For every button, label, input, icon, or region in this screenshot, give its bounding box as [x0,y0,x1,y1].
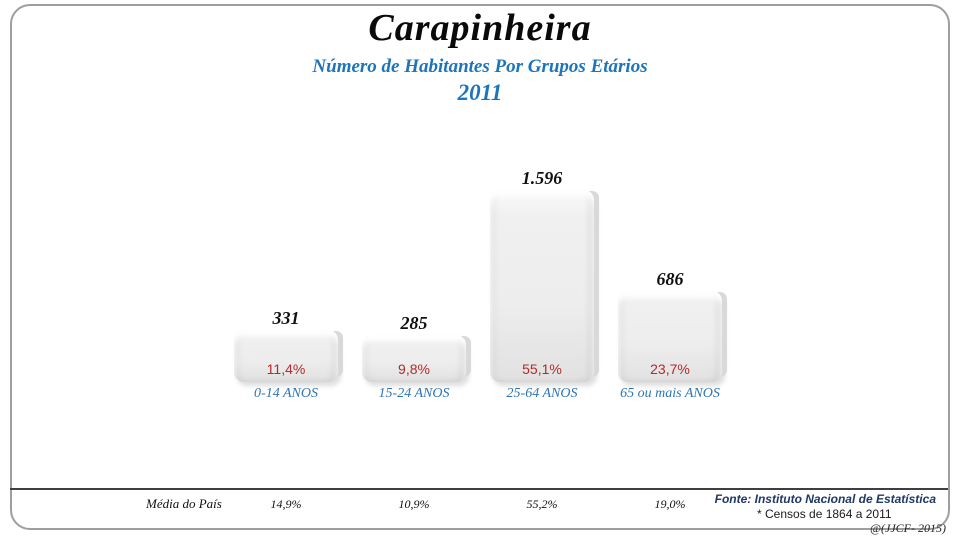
chart-subtitle: Número de Habitantes Por Grupos Etários [312,56,648,77]
bar-value-label: 331 [272,308,300,329]
bar-category-label: 15-24 ANOS [378,386,450,401]
chart-year: 2011 [457,80,503,105]
bar-65-plus: 23,7% [618,291,722,382]
bar-category-label: 65 ou mais ANOS [620,386,720,401]
country-average-value: 55,2% [526,497,558,511]
chart-title: Carapinheira [368,7,592,49]
country-average-value: 14,9% [270,497,302,511]
bar-category-label: 0-14 ANOS [254,386,318,401]
bar-category-label: 25-64 ANOS [506,386,578,401]
bar-25-64: 55,1% [490,190,594,382]
bar-0-14: 11,4% [234,330,338,382]
country-average-value: 10,9% [398,497,430,511]
bar-group-25-64: 1.596 55,1% 25-64 ANOS [490,168,594,401]
bar-value-label: 285 [400,313,428,334]
source-label: Fonte: Instituto Nacional de Estatística [714,492,936,506]
bar-group-0-14: 331 11,4% 0-14 ANOS [234,308,338,401]
bar-value-label: 1.596 [521,168,563,189]
census-note: * Censos de 1864 a 2011 [757,507,892,521]
bar-percent-label: 9,8% [398,361,430,377]
footer-divider-line [10,488,948,490]
bar-group-15-24: 285 9,8% 15-24 ANOS [362,313,466,401]
bar-value-label: 686 [656,269,684,290]
author-credit: @(JJCF- 2015) [869,521,946,535]
country-average-value: 19,0% [654,497,686,511]
bar-percent-label: 11,4% [266,361,306,377]
bar-percent-label: 23,7% [650,361,690,377]
bar-percent-label: 55,1% [522,361,562,377]
bar-group-65-plus: 686 23,7% 65 ou mais ANOS [618,269,722,401]
page-border [10,4,950,530]
country-average-label: Média do País [146,496,222,511]
bar-15-24: 9,8% [362,335,466,382]
